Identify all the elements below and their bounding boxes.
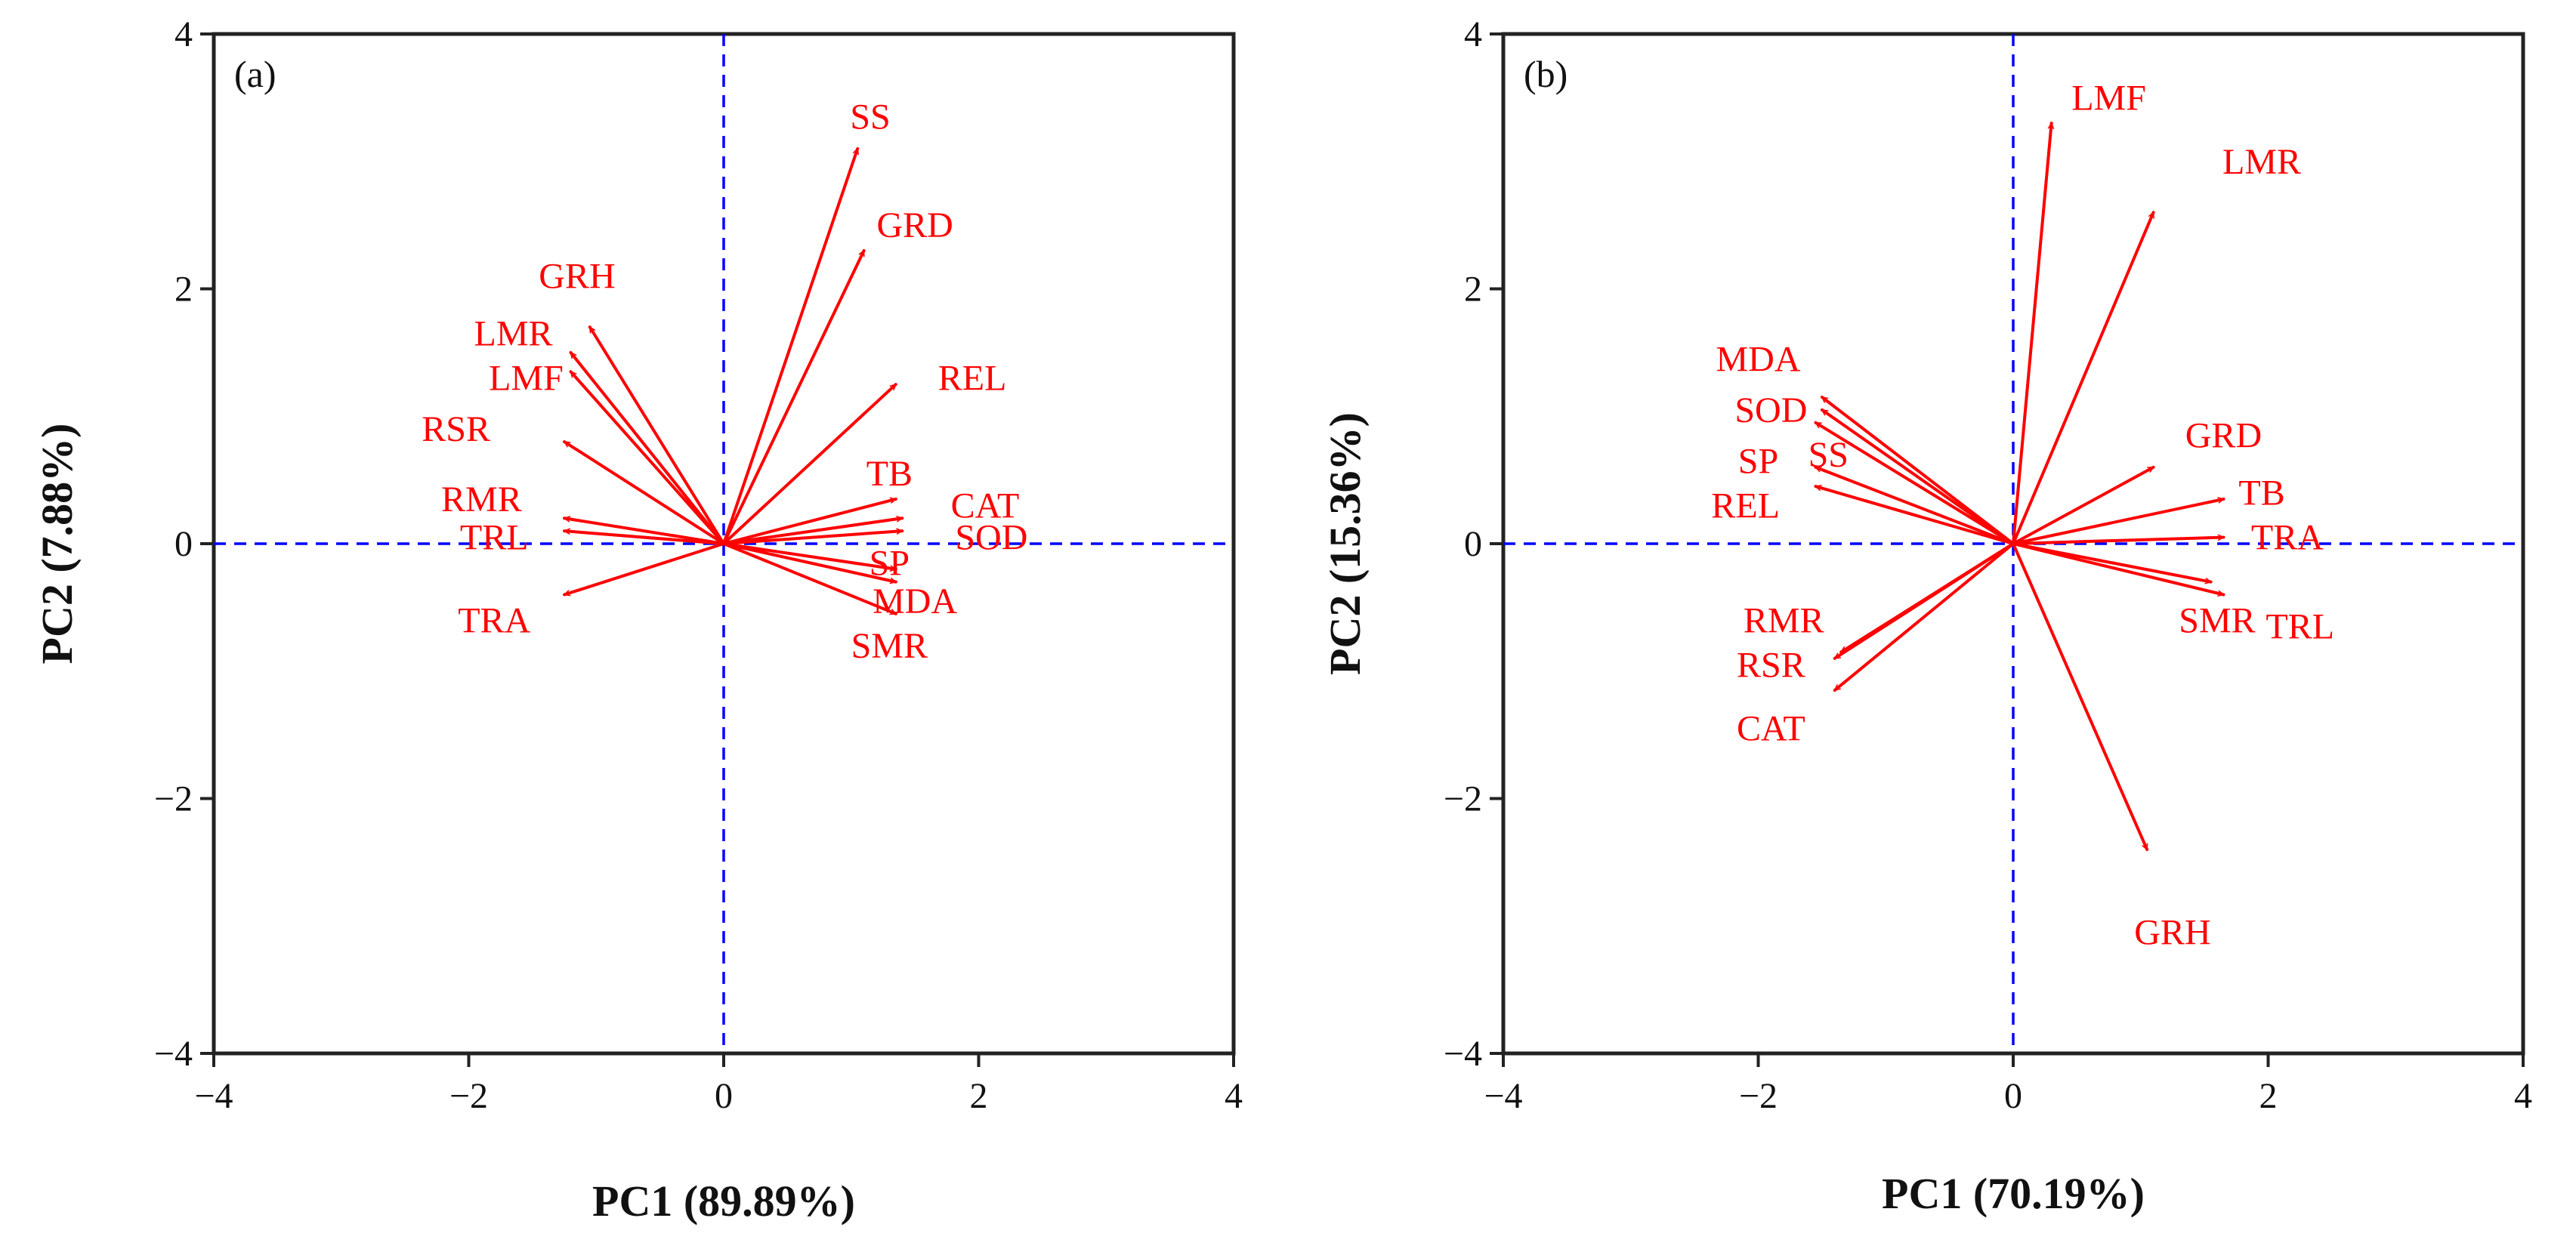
panel-b-label-rel: REL: [1711, 486, 1780, 526]
panel-b-arrow-rsr: [1833, 542, 2015, 660]
panel-a-label-ss: SS: [850, 97, 890, 137]
panel-b-arrow-trl: [2012, 542, 2225, 595]
panel-a-y-tick-label: 4: [175, 14, 193, 54]
panel-b-x-tick-label: −2: [1739, 1076, 1778, 1116]
panel-b-arrow-ss: [1814, 421, 2015, 545]
panel-b-label-trl: TRL: [2266, 607, 2334, 647]
panel-b-label-grh: GRH: [2134, 913, 2210, 953]
panel-b-arrow-lmr: [2012, 211, 2155, 545]
panel-a-y-tick-label: 2: [175, 270, 193, 310]
panel-a-label-sod: SOD: [955, 518, 1027, 558]
panel-b-label: (b): [1524, 53, 1568, 95]
panel-a-label-cat: CAT: [951, 486, 1020, 526]
panel-b-label-rsr: RSR: [1737, 645, 1805, 685]
panel-a-x-tick-label: −2: [449, 1076, 488, 1116]
panel-a-label-tb: TB: [866, 454, 913, 494]
panel-a-arrow-cat: [722, 518, 904, 545]
panel-a-arrow-rmr: [563, 518, 725, 545]
panel-b-label-tb: TB: [2238, 473, 2284, 513]
panel-a-label-lmf: LMF: [489, 359, 564, 399]
panel-b-arrow-sod: [1820, 408, 2015, 545]
panel-a-label-rmr: RMR: [441, 480, 522, 520]
panel-a-loading-vectors: SSGRDRELTBCATSODSPMDASMRGRHLMRLMFRSRRMRT…: [422, 97, 1027, 666]
panel-a-arrow-sp: [722, 542, 897, 569]
panel-b-label-rmr: RMR: [1744, 600, 1824, 640]
panel-a-label-grh: GRH: [539, 257, 615, 297]
panel-b-arrow-lmf: [2012, 122, 2052, 545]
panel-b-arrow-cat: [1833, 542, 2015, 692]
panel-b-x-tick-label: −4: [1484, 1076, 1522, 1116]
panel-b-x-axis: −4 −2 0 2 4: [1484, 1053, 2532, 1116]
panel-a-arrow-lmr: [569, 350, 725, 545]
panel-a-x-tick-label: 2: [970, 1076, 988, 1116]
panel-b-arrow-tb: [2012, 499, 2225, 545]
panel-b-x-tick-label: 0: [2004, 1076, 2022, 1116]
panel-b-y-tick-label: 0: [1464, 524, 1482, 564]
panel-b-y-tick-label: −4: [1444, 1034, 1482, 1074]
panel-a-arrow-smr: [722, 542, 897, 615]
panel-b-label-sp: SP: [1738, 441, 1778, 481]
panel-a-label-lmr: LMR: [474, 314, 553, 354]
panel-b-arrow-smr: [2012, 542, 2213, 582]
panel-a-arrow-tb: [722, 499, 897, 545]
panel-a-y-tick-label: −4: [154, 1034, 193, 1074]
panel-a-x-tick-label: −4: [194, 1076, 233, 1116]
panel-b-arrow-rel: [1814, 486, 2015, 545]
panel-b-label-tra: TRA: [2251, 518, 2324, 558]
panel-a-arrow-grh: [588, 325, 725, 545]
panel-a-arrow-sod: [722, 531, 904, 545]
panel-a-arrow-trl: [563, 531, 725, 545]
panel-b-label-lmf: LMF: [2071, 78, 2146, 118]
panel-a-arrow-lmf: [569, 370, 725, 545]
panel-a-label-mda: MDA: [873, 581, 957, 621]
panel-b-arrow-grd: [2012, 465, 2155, 545]
panel-b-arrow-mda: [1820, 395, 2015, 545]
panel-a-x-tick-label: 4: [1225, 1076, 1243, 1116]
panel-b-label-smr: SMR: [2179, 600, 2255, 640]
panel-a-arrow-mda: [722, 542, 897, 582]
panel-b-x-axis-title: PC1 (70.19%): [1882, 1169, 2145, 1218]
panel-b-label-ss: SS: [1808, 435, 1849, 475]
panel-a-arrow-ss: [722, 146, 860, 545]
panel-a-label: (a): [234, 53, 276, 95]
panel-b-y-tick-label: 4: [1464, 14, 1482, 54]
panel-a-arrow-rel: [722, 383, 897, 545]
panel-a-label-rel: REL: [938, 359, 1007, 399]
panel-b-x-tick-label: 4: [2514, 1076, 2532, 1116]
panel-a-label-smr: SMR: [851, 626, 928, 666]
panel-b-y-axis: −4 −2 0 2 4: [1444, 14, 1503, 1074]
panel-a-arrow-grd: [722, 248, 866, 545]
panel-a-label-trl: TRL: [460, 518, 529, 558]
panel-b-y-tick-label: 2: [1464, 270, 1482, 310]
panel-a-x-tick-label: 0: [715, 1076, 733, 1116]
panel-b-y-axis-title: PC2 (15.36%): [1320, 412, 1370, 675]
panel-a-y-axis: −4 −2 0 2 4: [154, 14, 214, 1074]
panel-a-x-axis-title: PC1 (89.89%): [592, 1176, 855, 1226]
panel-b-arrow-sp: [1814, 465, 2015, 545]
panel-a-y-tick-label: −2: [154, 779, 193, 819]
panel-b-arrow-tra: [2012, 538, 2225, 545]
panel-b-label-lmr: LMR: [2222, 142, 2301, 182]
panel-b-label-cat: CAT: [1737, 709, 1805, 749]
panel-a-label-grd: GRD: [876, 205, 953, 245]
panel-b-y-tick-label: −2: [1444, 779, 1482, 819]
panel-a: (a) −4 −2 0 2 4 −4 −2 0 2 4 PC1 (89.89%) PC2 (7.…: [32, 14, 1243, 1226]
panel-b: (b) −4 −2 0 2 4 −4 −2 0 2 4 PC1 (70.19%) PC2 (15…: [1320, 14, 2532, 1218]
panel-b-x-tick-label: 2: [2259, 1076, 2278, 1116]
panel-a-arrow-rsr: [563, 440, 725, 545]
panel-a-label-tra: TRA: [458, 600, 530, 640]
panel-a-label-rsr: RSR: [422, 409, 490, 449]
panel-b-label-grd: GRD: [2185, 416, 2262, 456]
panel-b-label-mda: MDA: [1716, 339, 1800, 379]
panel-b-arrow-grh: [2012, 542, 2149, 851]
panel-a-y-axis-title: PC2 (7.88%): [32, 424, 82, 665]
panel-a-x-axis: −4 −2 0 2 4: [194, 1053, 1243, 1116]
panel-a-y-tick-label: 0: [175, 524, 193, 564]
panel-b-label-sod: SOD: [1734, 390, 1807, 430]
panel-a-arrow-tra: [563, 542, 725, 595]
